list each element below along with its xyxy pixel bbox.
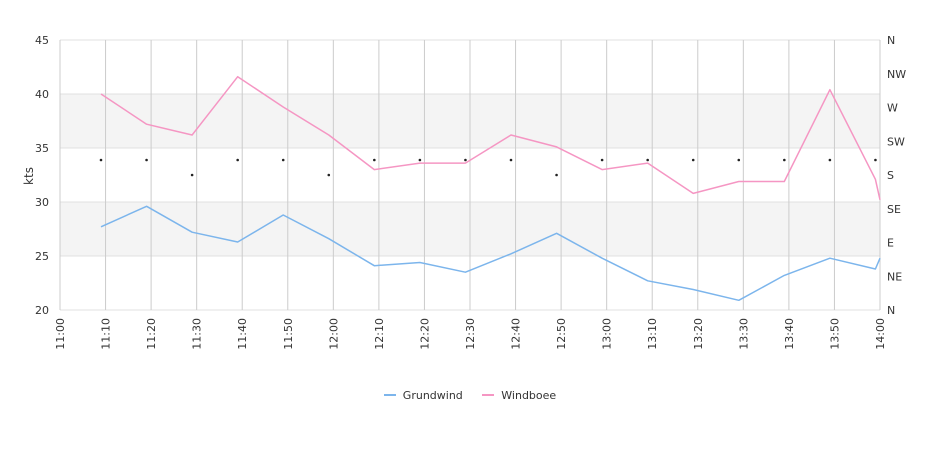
direction-marker: [418, 158, 422, 162]
legend-swatch-windboee: [482, 394, 495, 396]
x-tick-label: 12:10: [373, 318, 386, 350]
direction-marker: [190, 173, 194, 177]
x-tick-label: 11:20: [145, 318, 158, 350]
legend-item-windboee[interactable]: Windboee: [482, 389, 556, 402]
x-tick-label: 11:30: [191, 318, 204, 350]
x-tick-label: 11:00: [54, 318, 67, 350]
direction-marker: [783, 158, 786, 162]
y-tick-label: 40: [35, 88, 49, 101]
series-line-windboee[interactable]: [100, 75, 881, 200]
direction-marker: [145, 158, 148, 162]
direction-tick-label: W: [887, 102, 898, 115]
grid-lines: [59, 39, 881, 311]
direction-marker: [99, 158, 103, 162]
x-tick-label: 11:50: [282, 318, 295, 350]
y-tick-label: 20: [35, 304, 49, 317]
direction-marker: [874, 158, 877, 162]
direction-markers: [99, 158, 877, 177]
x-tick-label: 11:10: [100, 318, 113, 350]
direction-tick-label: N: [887, 34, 895, 47]
x-tick-label: 13:00: [601, 318, 614, 350]
x-tick-label: 12:40: [510, 318, 523, 350]
x-tick-label: 12:00: [327, 318, 340, 350]
x-tick-label: 13:20: [692, 318, 705, 350]
y-axis-ticks: 20 25 30 35 40 45: [35, 34, 49, 317]
legend-label-windboee: Windboee: [501, 388, 557, 402]
legend-swatch-grundwind: [383, 394, 396, 396]
x-tick-label: 11:40: [236, 318, 249, 350]
y-tick-label: 25: [35, 250, 49, 263]
series-lines: [100, 75, 881, 302]
direction-marker: [646, 158, 649, 162]
direction-marker: [327, 173, 331, 177]
direction-tick-label: S: [887, 169, 894, 182]
x-tick-label: 14:00: [874, 318, 887, 350]
direction-marker: [600, 158, 604, 162]
direction-marker: [737, 158, 741, 162]
x-tick-label: 12:50: [555, 318, 568, 350]
x-axis-ticks: 11:00 11:10 11:20 11:30 11:40 11:50 12:00 12:10…: [54, 318, 887, 350]
direction-marker: [281, 158, 285, 162]
direction-tick-label: E: [887, 237, 894, 250]
x-tick-label: 13:40: [783, 318, 796, 350]
y-tick-label: 45: [35, 34, 49, 47]
x-tick-label: 12:30: [464, 318, 477, 350]
y-tick-label: 30: [35, 196, 49, 209]
direction-tick-label: NW: [887, 68, 906, 81]
series-line-grundwind[interactable]: [100, 205, 881, 302]
direction-marker: [509, 158, 513, 162]
legend-label-grundwind: Grundwind: [402, 388, 463, 402]
direction-marker: [373, 158, 376, 162]
x-tick-label: 13:30: [737, 318, 750, 350]
y-axis-label: kts: [22, 167, 36, 185]
x-tick-label: 13:50: [828, 318, 841, 350]
direction-marker: [464, 158, 467, 162]
legend: Grundwind Windboee: [0, 386, 940, 402]
direction-tick-label: NE: [887, 270, 902, 283]
direction-tick-label: SW: [887, 135, 905, 148]
direction-marker: [236, 158, 239, 162]
direction-marker: [691, 158, 695, 162]
legend-item-grundwind[interactable]: Grundwind: [383, 388, 463, 402]
y-tick-label: 35: [35, 142, 49, 155]
direction-tick-label: SE: [887, 203, 901, 216]
direction-marker: [555, 173, 558, 177]
direction-axis-ticks: N NE E SE S SW W NW N: [887, 34, 906, 317]
direction-marker: [828, 158, 832, 162]
x-tick-label: 12:20: [418, 318, 431, 350]
direction-tick-label: N: [887, 304, 895, 317]
x-tick-label: 13:10: [646, 318, 659, 350]
